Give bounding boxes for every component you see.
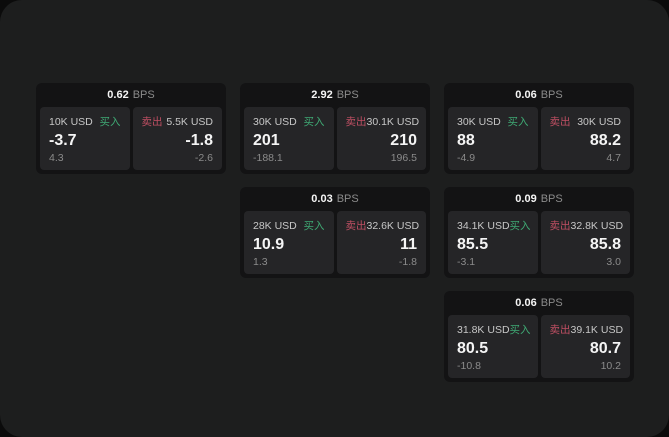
card-header: 0.03 BPS [240,187,430,211]
buy-price: 10.9 [253,235,285,253]
quote-panels: 30K USD 买入 88 -4.9 卖出 30K USD 88.2 4.7 [444,107,634,174]
buy-panel[interactable]: 30K USD 买入 201 -188.1 [244,107,334,170]
sell-panel[interactable]: 卖出 30K USD 88.2 4.7 [540,107,630,170]
sell-delta: -1.8 [398,256,417,268]
sell-button[interactable]: 卖出 [549,220,571,232]
sell-notional: 30K USD [577,115,621,128]
bps-value: 0.06 [515,89,537,101]
bps-unit-label: BPS [336,193,359,205]
buy-price: 85.5 [457,235,489,253]
sell-panel[interactable]: 卖出 32.6K USD 11 -1.8 [336,211,426,274]
quote-card: 2.92 BPS 30K USD 买入 201 -188.1 卖出 30.1K … [240,83,430,174]
buy-delta: -3.1 [457,256,476,268]
quote-card: 0.03 BPS 28K USD 买入 10.9 1.3 卖出 32.6K US… [240,187,430,278]
buy-button[interactable]: 买入 [303,220,325,232]
buy-panel[interactable]: 28K USD 买入 10.9 1.3 [244,211,334,274]
buy-panel[interactable]: 10K USD 买入 -3.7 4.3 [40,107,130,170]
sell-price: 80.7 [589,339,621,357]
sell-panel[interactable]: 卖出 30.1K USD 210 196.5 [336,107,426,170]
quote-panels: 30K USD 买入 201 -188.1 卖出 30.1K USD 210 1… [240,107,430,174]
sell-price: 210 [390,131,417,149]
bps-unit-label: BPS [336,89,359,101]
buy-button[interactable]: 买入 [303,116,325,128]
buy-price: 80.5 [457,339,489,357]
buy-delta: 1.3 [253,256,268,268]
bps-value: 0.03 [311,193,333,205]
card-header: 0.06 BPS [444,83,634,107]
quote-panels: 34.1K USD 买入 85.5 -3.1 卖出 32.8K USD 85.8… [444,211,634,278]
quote-card: 0.62 BPS 10K USD 买入 -3.7 4.3 卖出 5.5K USD… [36,83,226,174]
card-header: 0.06 BPS [444,291,634,315]
quote-card: 0.09 BPS 34.1K USD 买入 85.5 -3.1 卖出 32.8K… [444,187,634,278]
buy-button[interactable]: 买入 [509,324,531,336]
sell-delta: 10.2 [600,360,621,372]
buy-notional: 30K USD [457,115,501,128]
buy-notional: 10K USD [49,115,93,128]
sell-notional: 39.1K USD [570,323,624,336]
bps-value: 0.09 [515,193,537,205]
quote-card: 0.06 BPS 31.8K USD 买入 80.5 -10.8 卖出 39.1… [444,291,634,382]
buy-price: -3.7 [49,131,77,149]
buy-panel[interactable]: 30K USD 买入 88 -4.9 [448,107,538,170]
bps-value: 0.62 [107,89,129,101]
buy-notional: 30K USD [253,115,297,128]
bps-unit-label: BPS [132,89,155,101]
quote-panels: 31.8K USD 买入 80.5 -10.8 卖出 39.1K USD 80.… [444,315,634,382]
sell-button[interactable]: 卖出 [549,116,571,128]
sell-notional: 32.8K USD [570,219,624,232]
buy-notional: 31.8K USD [457,323,510,336]
buy-price: 201 [253,131,280,149]
sell-panel[interactable]: 卖出 39.1K USD 80.7 10.2 [540,315,630,378]
buy-notional: 28K USD [253,219,297,232]
sell-notional: 5.5K USD [166,115,213,128]
sell-button[interactable]: 卖出 [549,324,571,336]
sell-notional: 32.6K USD [366,219,420,232]
quote-card-grid: 0.62 BPS 10K USD 买入 -3.7 4.3 卖出 5.5K USD… [36,83,634,382]
sell-panel[interactable]: 卖出 5.5K USD -1.8 -2.6 [132,107,222,170]
buy-panel[interactable]: 31.8K USD 买入 80.5 -10.8 [448,315,538,378]
buy-delta: -10.8 [457,360,481,372]
buy-button[interactable]: 买入 [507,116,529,128]
quote-card: 0.06 BPS 30K USD 买入 88 -4.9 卖出 30K USD 8… [444,83,634,174]
buy-delta: 4.3 [49,152,64,164]
sell-price: 11 [400,235,417,253]
bps-unit-label: BPS [540,89,563,101]
sell-price: 85.8 [589,235,621,253]
quote-panels: 28K USD 买入 10.9 1.3 卖出 32.6K USD 11 -1.8 [240,211,430,278]
sell-panel[interactable]: 卖出 32.8K USD 85.8 3.0 [540,211,630,274]
buy-delta: -4.9 [457,152,476,164]
quote-panels: 10K USD 买入 -3.7 4.3 卖出 5.5K USD -1.8 -2.… [36,107,226,174]
sell-delta: 3.0 [606,256,621,268]
sell-price: -1.8 [185,131,213,149]
bps-value: 0.06 [515,297,537,309]
sell-notional: 30.1K USD [366,115,420,128]
buy-button[interactable]: 买入 [99,116,121,128]
buy-delta: -188.1 [253,152,283,164]
card-header: 0.62 BPS [36,83,226,107]
sell-delta: -2.6 [194,152,213,164]
buy-notional: 34.1K USD [457,219,510,232]
bps-unit-label: BPS [540,193,563,205]
sell-button[interactable]: 卖出 [141,116,163,128]
sell-button[interactable]: 卖出 [345,116,367,128]
buy-button[interactable]: 买入 [509,220,531,232]
bps-unit-label: BPS [540,297,563,309]
sell-button[interactable]: 卖出 [345,220,367,232]
buy-price: 88 [457,131,475,149]
card-header: 0.09 BPS [444,187,634,211]
bps-value: 2.92 [311,89,333,101]
sell-price: 88.2 [589,131,621,149]
sell-delta: 4.7 [606,152,621,164]
sell-delta: 196.5 [390,152,417,164]
card-header: 2.92 BPS [240,83,430,107]
buy-panel[interactable]: 34.1K USD 买入 85.5 -3.1 [448,211,538,274]
